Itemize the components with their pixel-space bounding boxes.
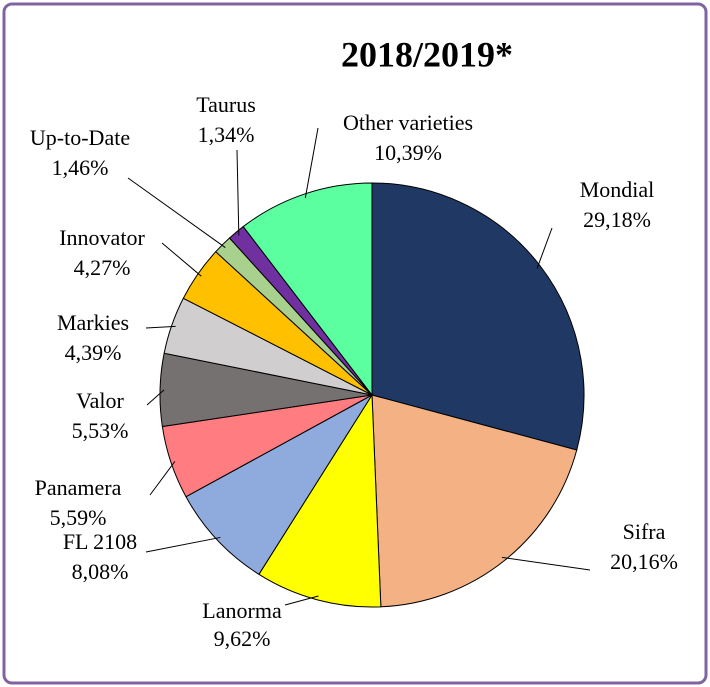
- leader-line: [501, 556, 591, 571]
- category-label: Innovator: [59, 225, 145, 250]
- pie-slice: [242, 182, 373, 397]
- leader-line: [146, 389, 165, 406]
- category-label: Valor: [76, 388, 124, 413]
- value-label: 9,62%: [214, 626, 271, 651]
- category-label: Sifra: [623, 519, 666, 544]
- value-label: 4,27%: [74, 255, 131, 280]
- pie-slice: [371, 394, 578, 608]
- category-label: Up-to-Date: [30, 125, 130, 150]
- leader-line: [149, 461, 176, 496]
- leader-line: [161, 242, 202, 277]
- value-label: 8,08%: [72, 559, 129, 584]
- category-label: Markies: [57, 310, 129, 335]
- category-label: Lanorma: [202, 598, 282, 623]
- value-label: 4,39%: [65, 340, 122, 365]
- value-label: 5,53%: [72, 418, 129, 443]
- value-label: 1,46%: [52, 155, 109, 180]
- leader-line: [536, 227, 553, 269]
- category-label: FL 2108: [63, 529, 137, 554]
- pie-slice: [258, 393, 382, 608]
- value-label: 10,39%: [374, 140, 442, 165]
- chart-title: 2018/2019*: [341, 34, 513, 74]
- category-label: Other varieties: [343, 110, 473, 135]
- value-label: 5,59%: [50, 505, 107, 530]
- category-label: Taurus: [196, 92, 256, 117]
- leader-line: [284, 595, 319, 606]
- leader-line: [145, 536, 221, 553]
- leader-line: [145, 325, 176, 329]
- leader-line: [236, 149, 240, 236]
- value-label: 29,18%: [583, 207, 651, 232]
- leader-line: [304, 127, 319, 199]
- category-label: Mondial: [580, 177, 655, 202]
- value-label: 20,16%: [610, 549, 678, 574]
- category-label: Panamera: [35, 475, 122, 500]
- pie-slice: [371, 182, 585, 451]
- pie-slice: [185, 393, 374, 576]
- leader-line: [127, 177, 226, 248]
- value-label: 1,34%: [198, 122, 255, 147]
